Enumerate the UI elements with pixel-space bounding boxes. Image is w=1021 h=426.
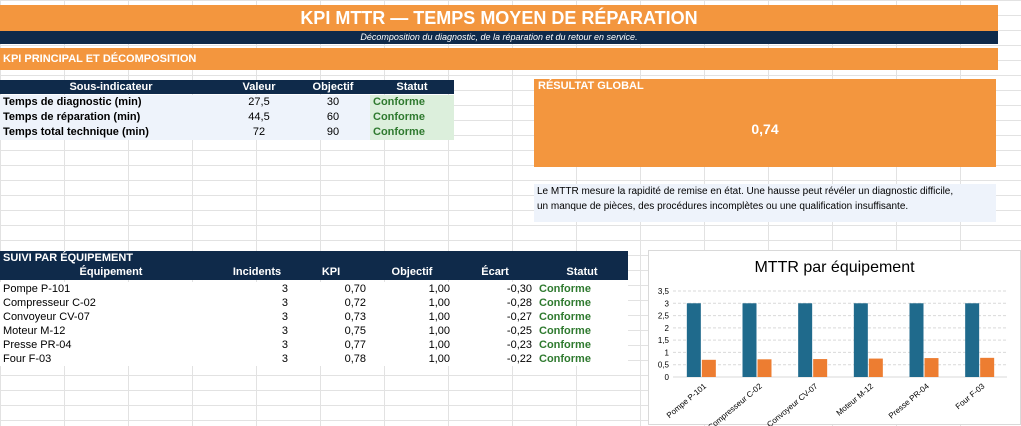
chart-x-tick-label: Moteur M-12 <box>835 381 876 417</box>
eq-row-kpi[interactable]: 0,75 <box>292 324 370 338</box>
eq-row-kpi[interactable]: 0,70 <box>292 282 370 296</box>
kpi-row-status[interactable]: Conforme <box>370 95 454 110</box>
eq-row-name[interactable]: Pompe P-101 <box>0 282 222 296</box>
result-global-box[interactable]: RÉSULTAT GLOBAL 0,74 <box>534 79 996 167</box>
eq-row-target[interactable]: 1,00 <box>370 352 454 366</box>
eq-row-status[interactable]: Conforme <box>536 296 628 310</box>
chart-title: MTTR par équipement <box>754 259 915 276</box>
chart-bar-kpi <box>980 357 995 377</box>
eq-col-header-name: Équipement <box>0 265 222 280</box>
page-subtitle: Décomposition du diagnostic, de la répar… <box>0 31 998 44</box>
chart-bar-incidents <box>965 303 980 377</box>
kpi-row-label[interactable]: Temps de diagnostic (min) <box>0 95 222 110</box>
mttr-note-line: Le MTTR mesure la rapidité de remise en … <box>537 186 954 197</box>
eq-col-header-status: Statut <box>536 265 628 280</box>
section-header-equipment: SUIVI PAR ÉQUIPEMENT <box>0 251 628 265</box>
chart-y-tick-label: 1,5 <box>658 336 670 345</box>
eq-row-target[interactable]: 1,00 <box>370 338 454 352</box>
chart-bar-incidents <box>909 303 924 377</box>
eq-row-target[interactable]: 1,00 <box>370 324 454 338</box>
eq-row-kpi[interactable]: 0,77 <box>292 338 370 352</box>
mttr-note-line: un manque de pièces, des procédures inco… <box>537 201 909 212</box>
kpi-row-label[interactable]: Temps total technique (min) <box>0 125 222 140</box>
eq-row-gap[interactable]: -0,27 <box>454 310 536 324</box>
chart-x-tick-label: Presse PR-04 <box>887 381 931 420</box>
eq-col-header-incidents: Incidents <box>222 265 292 280</box>
chart-bar-kpi <box>757 359 772 377</box>
section-header-kpi: KPI PRINCIPAL ET DÉCOMPOSITION <box>0 48 998 70</box>
kpi-row-target[interactable]: 90 <box>296 125 370 140</box>
kpi-row-value[interactable]: 72 <box>222 125 296 140</box>
kpi-col-header-indicator: Sous-indicateur <box>0 80 222 94</box>
eq-row-target[interactable]: 1,00 <box>370 282 454 296</box>
eq-col-header-target: Objectif <box>370 265 454 280</box>
eq-col-header-kpi: KPI <box>292 265 370 280</box>
eq-row-status[interactable]: Conforme <box>536 352 628 366</box>
page-title: KPI MTTR — TEMPS MOYEN DE RÉPARATION <box>0 5 998 31</box>
eq-row-incidents[interactable]: 3 <box>222 338 292 352</box>
chart-y-tick-label: 2,5 <box>658 312 670 321</box>
eq-row-name[interactable]: Moteur M-12 <box>0 324 222 338</box>
chart-bar-incidents <box>798 303 813 377</box>
chart-bar-kpi <box>813 359 828 377</box>
eq-row-status[interactable]: Conforme <box>536 310 628 324</box>
eq-row-target[interactable]: 1,00 <box>370 310 454 324</box>
eq-row-incidents[interactable]: 3 <box>222 282 292 296</box>
eq-row-incidents[interactable]: 3 <box>222 352 292 366</box>
eq-row-status[interactable]: Conforme <box>536 282 628 296</box>
chart-y-tick-label: 1 <box>665 348 670 357</box>
eq-row-incidents[interactable]: 3 <box>222 296 292 310</box>
eq-row-incidents[interactable]: 3 <box>222 324 292 338</box>
kpi-col-header-status: Statut <box>370 80 454 94</box>
chart-y-tick-label: 2 <box>665 324 670 333</box>
eq-row-status[interactable]: Conforme <box>536 338 628 352</box>
kpi-col-header-value: Valeur <box>222 80 296 94</box>
chart-bar-incidents <box>742 303 757 377</box>
chart-y-tick-label: 3,5 <box>658 287 670 296</box>
eq-col-header-gap: Écart <box>454 265 536 280</box>
chart-bar-kpi <box>924 358 939 377</box>
eq-row-gap[interactable]: -0,23 <box>454 338 536 352</box>
result-global-title: RÉSULTAT GLOBAL <box>538 80 644 92</box>
kpi-row-target[interactable]: 30 <box>296 95 370 110</box>
mttr-chart[interactable]: MTTR par équipement 0 0,5 1 1,5 2 2,5 3 3,5 Pomp… <box>648 250 1021 426</box>
chart-bar-incidents <box>686 303 701 377</box>
chart-x-tick-label: Pompe P-101 <box>665 381 709 420</box>
kpi-row-value[interactable]: 44,5 <box>222 110 296 125</box>
eq-row-kpi[interactable]: 0,73 <box>292 310 370 324</box>
eq-row-name[interactable]: Compresseur C-02 <box>0 296 222 310</box>
chart-x-tick-label: Four F-03 <box>954 381 987 411</box>
chart-x-tick-label: Convoyeur CV-07 <box>765 381 820 426</box>
eq-row-gap[interactable]: -0,22 <box>454 352 536 366</box>
chart-x-tick-label: Compresseur C-02 <box>706 381 764 426</box>
chart-bar-incidents <box>853 303 868 377</box>
eq-row-status[interactable]: Conforme <box>536 324 628 338</box>
chart-y-tick-label: 0,5 <box>658 361 670 370</box>
eq-row-kpi[interactable]: 0,78 <box>292 352 370 366</box>
kpi-row-target[interactable]: 60 <box>296 110 370 125</box>
eq-row-target[interactable]: 1,00 <box>370 296 454 310</box>
kpi-row-status[interactable]: Conforme <box>370 125 454 140</box>
eq-row-name[interactable]: Convoyeur CV-07 <box>0 310 222 324</box>
chart-y-tick-label: 3 <box>665 299 670 308</box>
eq-row-name[interactable]: Four F-03 <box>0 352 222 366</box>
chart-bar-kpi <box>868 358 883 377</box>
eq-row-gap[interactable]: -0,25 <box>454 324 536 338</box>
eq-row-incidents[interactable]: 3 <box>222 310 292 324</box>
kpi-col-header-target: Objectif <box>296 80 370 94</box>
eq-row-gap[interactable]: -0,28 <box>454 296 536 310</box>
kpi-row-label[interactable]: Temps de réparation (min) <box>0 110 222 125</box>
kpi-row-status[interactable]: Conforme <box>370 110 454 125</box>
eq-row-kpi[interactable]: 0,72 <box>292 296 370 310</box>
result-global-value: 0,74 <box>751 121 779 137</box>
eq-row-gap[interactable]: -0,30 <box>454 282 536 296</box>
kpi-row-value[interactable]: 27,5 <box>222 95 296 110</box>
eq-row-name[interactable]: Presse PR-04 <box>0 338 222 352</box>
chart-y-tick-label: 0 <box>665 373 670 382</box>
chart-bar-kpi <box>701 359 716 377</box>
mttr-note[interactable]: Le MTTR mesure la rapidité de remise en … <box>534 184 996 222</box>
